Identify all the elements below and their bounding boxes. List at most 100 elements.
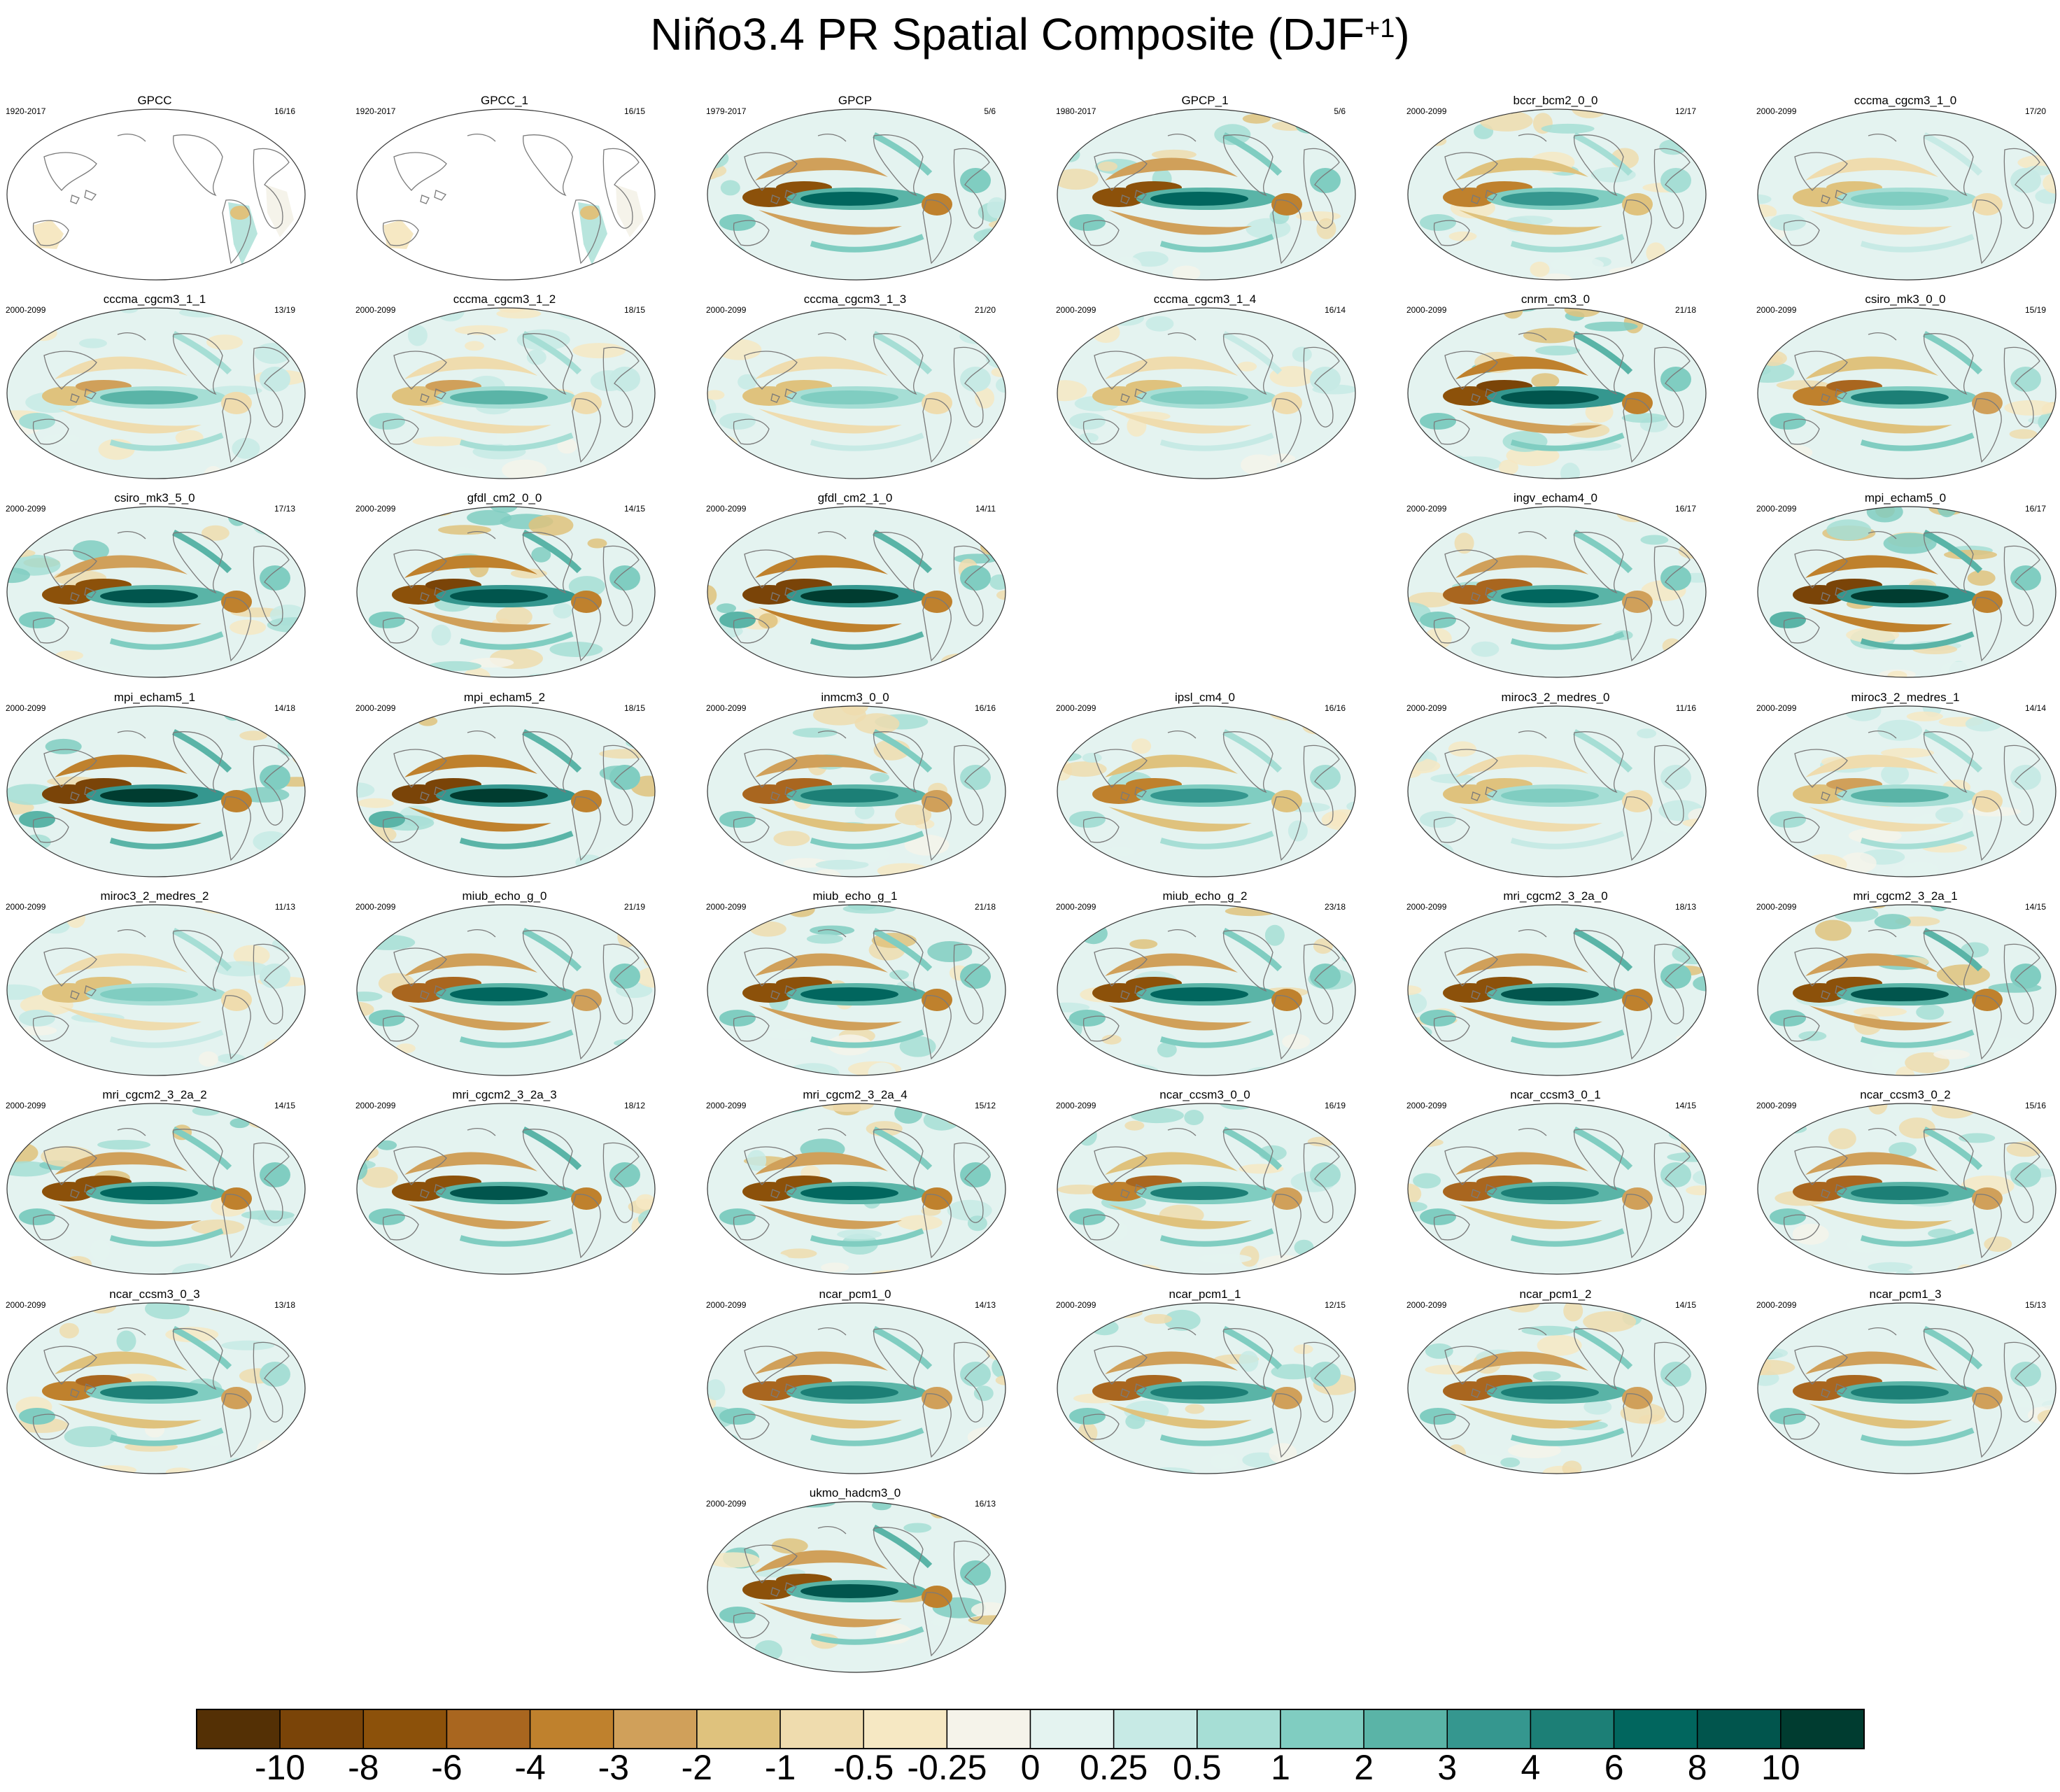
panel-years: 2000-2099 <box>1056 1101 1096 1110</box>
panel-title: bccr_bcm2_0_0 <box>1513 94 1598 107</box>
panel-map <box>1407 506 1707 678</box>
map-panel: bccr_bcm2_0_0 2000-2099 12/17 <box>1401 94 1710 283</box>
panel-years: 2000-2099 <box>6 504 46 514</box>
panel-map <box>356 904 656 1076</box>
colorbar-tick-label: -1 <box>764 1748 796 1787</box>
panel-years: 2000-2099 <box>1756 902 1797 912</box>
map-panel: cccma_cgcm3_1_2 2000-2099 18/15 <box>350 292 659 481</box>
panel-title: ncar_ccsm3_0_3 <box>109 1287 200 1301</box>
map-panel: GPCC_1 1920-2017 16/15 <box>350 94 659 283</box>
panel-map <box>6 904 306 1076</box>
colorbar-tick-label: 4 <box>1521 1748 1541 1787</box>
panel-count: 5/6 <box>1334 106 1346 116</box>
panel-map <box>707 108 1006 281</box>
panel-map <box>1757 904 2057 1076</box>
panel-years: 2000-2099 <box>355 1101 396 1110</box>
panel-count: 11/13 <box>274 902 295 912</box>
panel-map <box>356 506 656 678</box>
panel-title: cccma_cgcm3_1_2 <box>453 292 556 306</box>
panel-count: 15/19 <box>2024 305 2046 315</box>
panel-count: 14/14 <box>2024 703 2046 713</box>
panel-count: 5/6 <box>984 106 996 116</box>
map-panel: mpi_echam5_0 2000-2099 16/17 <box>1751 491 2060 680</box>
colorbar-swatch <box>196 1709 281 1749</box>
panel-count: 11/16 <box>1675 703 1696 713</box>
map-panel: miub_echo_g_1 2000-2099 21/18 <box>700 889 1010 1078</box>
map-panel: gfdl_cm2_0_0 2000-2099 14/15 <box>350 491 659 680</box>
map-panel: miroc3_2_medres_0 2000-2099 11/16 <box>1401 691 1710 880</box>
panel-title: mri_cgcm2_3_2a_0 <box>1503 889 1608 903</box>
panel-years: 1979-2017 <box>706 106 747 116</box>
panel-count: 21/19 <box>623 902 645 912</box>
panel-map <box>1057 108 1356 281</box>
colorbar-swatch <box>779 1709 864 1749</box>
panel-years: 2000-2099 <box>1406 305 1447 315</box>
panel-title: ncar_ccsm3_0_1 <box>1510 1088 1601 1101</box>
panel-years: 2000-2099 <box>1056 305 1096 315</box>
panel-count: 15/12 <box>974 1101 996 1110</box>
map-panel: ncar_ccsm3_0_2 2000-2099 15/16 <box>1751 1088 2060 1277</box>
colorbar-swatch <box>1613 1709 1698 1749</box>
panel-years: 2000-2099 <box>1056 902 1096 912</box>
panel-years: 2000-2099 <box>6 902 46 912</box>
map-panel: GPCC 1920-2017 16/16 <box>0 94 309 283</box>
map-panel: miub_echo_g_2 2000-2099 23/18 <box>1050 889 1360 1078</box>
panel-count: 16/13 <box>974 1499 996 1509</box>
panel-title: GPCC <box>137 94 172 107</box>
panel-map <box>1407 108 1707 281</box>
panel-years: 2000-2099 <box>706 1499 747 1509</box>
colorbar-tick-label: 0.5 <box>1173 1748 1222 1787</box>
panel-map <box>6 1103 306 1275</box>
panel-title: miub_echo_g_2 <box>1162 889 1248 903</box>
panel-count: 21/18 <box>974 902 996 912</box>
panel-title: GPCC_1 <box>480 94 529 107</box>
map-panel: ncar_pcm1_1 2000-2099 12/15 <box>1050 1287 1360 1476</box>
colorbar-swatch <box>529 1709 614 1749</box>
panel-count: 14/13 <box>974 1300 996 1310</box>
panel-count: 17/20 <box>2024 106 2046 116</box>
panel-count: 14/11 <box>975 504 996 514</box>
panel-count: 14/15 <box>2024 902 2046 912</box>
panel-count: 16/15 <box>623 106 645 116</box>
map-panel: cnrm_cm3_0 2000-2099 21/18 <box>1401 292 1710 481</box>
panel-title: GPCP_1 <box>1181 94 1229 107</box>
panel-count: 16/19 <box>1324 1101 1346 1110</box>
panel-title: ncar_ccsm3_0_0 <box>1159 1088 1250 1101</box>
colorbar-tick-label: 1 <box>1271 1748 1290 1787</box>
panel-years: 2000-2099 <box>1756 305 1797 315</box>
panel-years: 2000-2099 <box>1406 1300 1447 1310</box>
panel-years: 2000-2099 <box>355 902 396 912</box>
panel-map <box>6 1302 306 1474</box>
panel-years: 2000-2099 <box>706 1101 747 1110</box>
panel-count: 21/18 <box>1674 305 1696 315</box>
panel-count: 23/18 <box>1324 902 1346 912</box>
map-panel: ncar_ccsm3_0_3 2000-2099 13/18 <box>0 1287 309 1476</box>
panel-map <box>1757 1103 2057 1275</box>
map-panel: ukmo_hadcm3_0 2000-2099 16/13 <box>700 1486 1010 1675</box>
panel-count: 14/15 <box>1674 1300 1696 1310</box>
panel-count: 16/16 <box>974 703 996 713</box>
panel-map <box>1057 904 1356 1076</box>
panel-count: 18/15 <box>623 305 645 315</box>
map-panel: csiro_mk3_0_0 2000-2099 15/19 <box>1751 292 2060 481</box>
panel-map <box>356 705 656 877</box>
panel-count: 18/13 <box>1674 902 1696 912</box>
panel-map <box>6 307 306 479</box>
panel-map <box>1757 705 2057 877</box>
panel-years: 1920-2017 <box>355 106 396 116</box>
panel-title: cccma_cgcm3_1_0 <box>1854 94 1957 107</box>
panel-map <box>1057 307 1356 479</box>
panel-count: 18/12 <box>623 1101 645 1110</box>
colorbar-swatch <box>1446 1709 1532 1749</box>
map-panel: mri_cgcm2_3_2a_3 2000-2099 18/12 <box>350 1088 659 1277</box>
panel-years: 2000-2099 <box>1406 703 1447 713</box>
map-panel: inmcm3_0_0 2000-2099 16/16 <box>700 691 1010 880</box>
panel-map <box>707 506 1006 678</box>
colorbar-swatch <box>863 1709 948 1749</box>
colorbar-swatch <box>279 1709 365 1749</box>
map-panel: ncar_pcm1_3 2000-2099 15/13 <box>1751 1287 2060 1476</box>
map-panel: mri_cgcm2_3_2a_2 2000-2099 14/15 <box>0 1088 309 1277</box>
colorbar-tick-label: 10 <box>1761 1748 1800 1787</box>
panel-title: ukmo_hadcm3_0 <box>809 1486 901 1500</box>
panel-years: 2000-2099 <box>1756 1101 1797 1110</box>
